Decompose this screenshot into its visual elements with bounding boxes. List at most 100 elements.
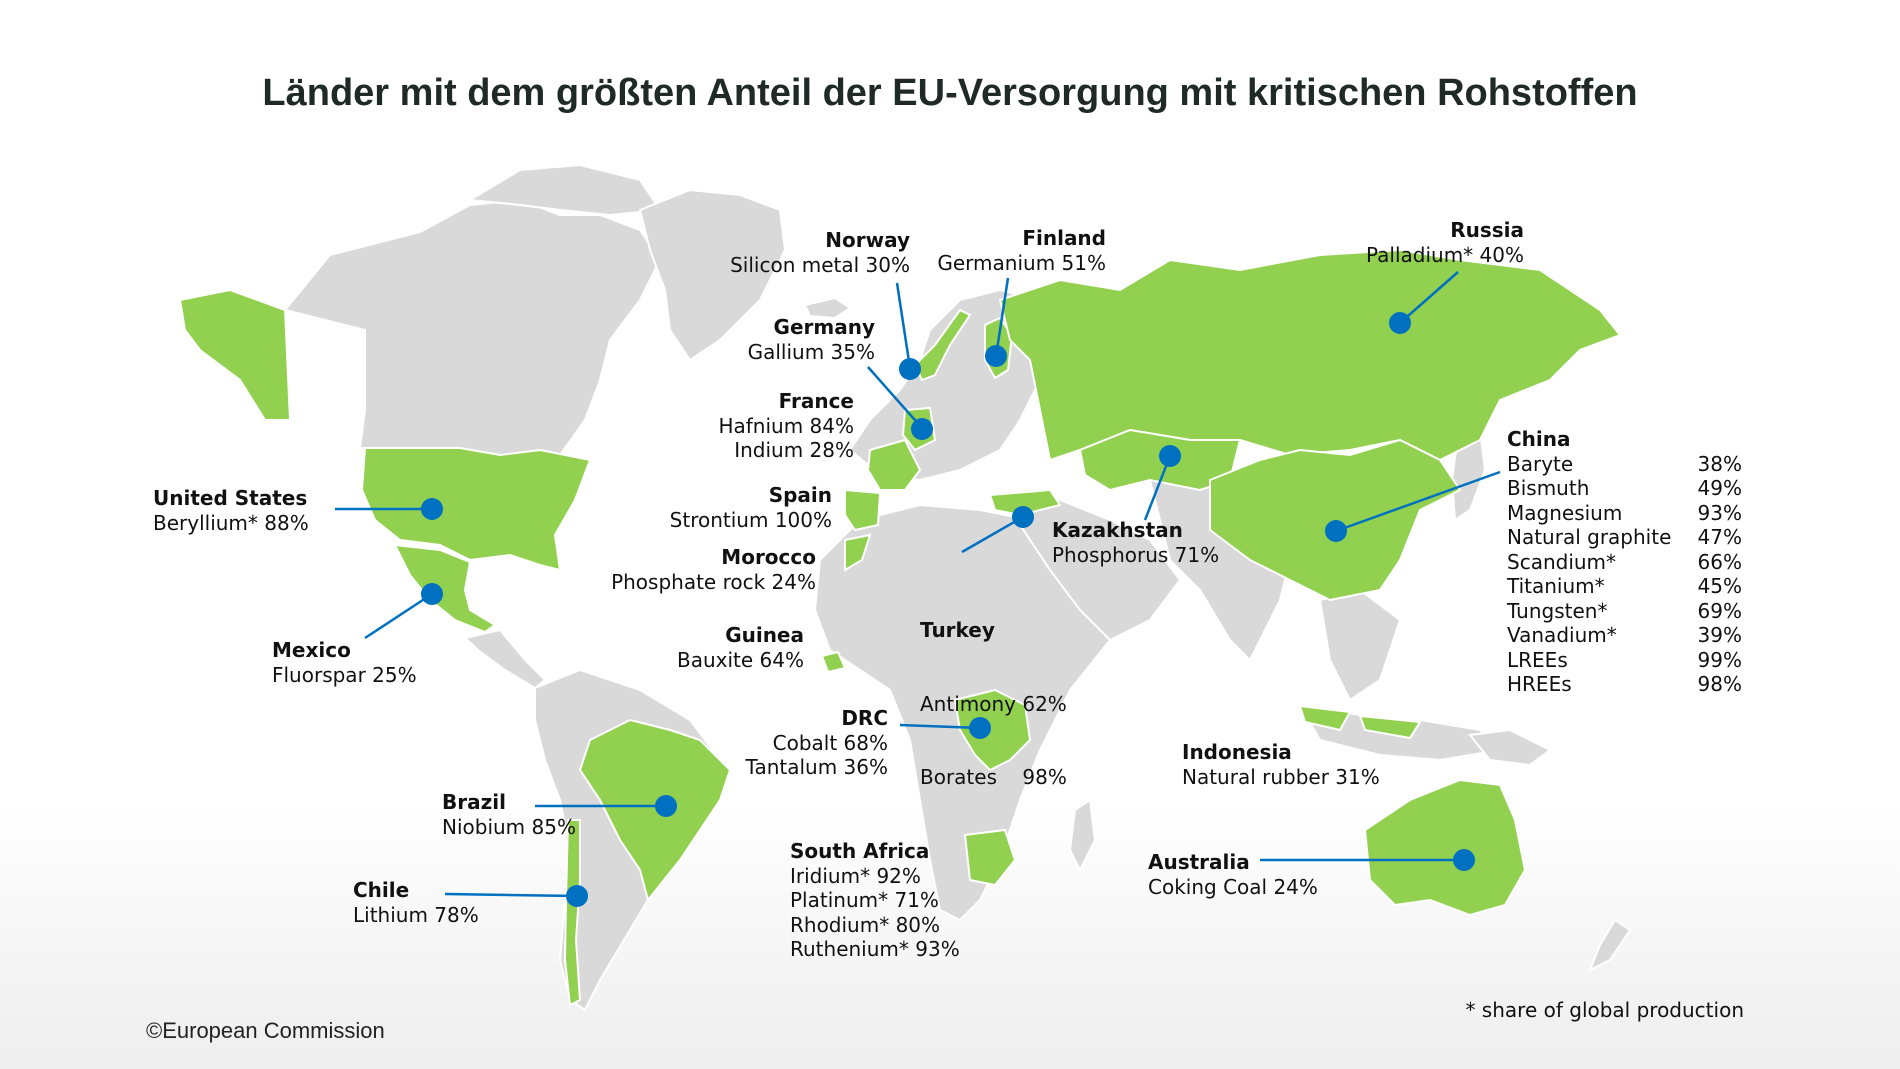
indonesia-shape: [1298, 704, 1422, 740]
material-name: Baryte: [1507, 451, 1574, 476]
label-south-africa: South Africa Iridium* 92% Platinum* 71% …: [790, 839, 960, 962]
material-line: Silicon metal 30%: [730, 252, 910, 277]
material-line: Cobalt 68%: [772, 730, 888, 755]
material-line: Gallium 35%: [747, 339, 875, 364]
country-name: Indonesia: [1182, 740, 1292, 764]
material-line: Natural rubber 31%: [1182, 764, 1380, 789]
label-turkey: Turkey Antimony 62% Borates 98%: [920, 569, 1067, 814]
country-name: DRC: [841, 706, 888, 730]
material-name: LREEs: [1507, 647, 1568, 672]
material-value: 98%: [1697, 672, 1742, 696]
label-france: France Hafnium 84% Indium 28%: [718, 389, 854, 463]
material-line: Tantalum 36%: [745, 755, 888, 779]
material-line: Iridium* 92%: [790, 863, 921, 888]
china-shape: [1209, 438, 1462, 602]
chile-shape: [563, 819, 582, 1007]
material-line: Platinum* 71%: [790, 888, 939, 912]
material-line: Antimony 62%: [920, 691, 1067, 716]
country-name: Finland: [1022, 226, 1106, 250]
country-name: South Africa: [790, 839, 930, 863]
country-name: Kazakhstan: [1052, 518, 1183, 542]
germany-marker: [911, 418, 933, 440]
brazil-shape: [578, 718, 732, 903]
country-name: China: [1507, 427, 1571, 451]
iceland-landmass: [803, 296, 852, 320]
material-line: Fluorspar 25%: [272, 662, 417, 687]
label-mexico: Mexico Fluorspar 25%: [272, 638, 417, 687]
china-leader: [1335, 470, 1501, 533]
new-zealand: [1588, 918, 1632, 973]
material-value: 69%: [1697, 598, 1742, 623]
label-united-states: United States Beryllium* 88%: [153, 486, 309, 535]
material-line: Palladium* 40%: [1365, 242, 1524, 267]
norway-shape: [913, 308, 972, 382]
material-line: Hafnium 84%: [718, 413, 854, 438]
guinea-shape: [820, 650, 847, 674]
material-line: Borates 98%: [920, 765, 1067, 789]
material-value: 66%: [1697, 549, 1742, 574]
label-chile: Chile Lithium 78%: [353, 878, 479, 927]
label-germany: Germany Gallium 35%: [748, 315, 875, 364]
material-value: 49%: [1697, 476, 1742, 500]
new-guinea: [1468, 728, 1552, 767]
material-line: Niobium 85%: [442, 814, 576, 839]
turkey-marker: [1012, 506, 1034, 528]
australia-marker: [1453, 849, 1475, 871]
material-value: 45%: [1697, 574, 1742, 598]
material-line: Ruthenium* 93%: [790, 937, 960, 961]
australia-shape: [1363, 778, 1527, 917]
chile-marker: [566, 885, 588, 907]
greenland-landmass: [638, 188, 787, 362]
material-name: Scandium*: [1507, 549, 1617, 574]
finland-marker: [985, 345, 1007, 367]
central-america: [462, 628, 547, 690]
spain-shape: [844, 488, 882, 532]
china-material-row: Tungsten* 69%: [1507, 599, 1742, 624]
footnote: * share of global production: [1465, 998, 1744, 1022]
china-material-row: LREEs 99%: [1507, 648, 1742, 673]
country-name: Russia: [1450, 218, 1524, 242]
mexico-marker: [421, 583, 443, 605]
country-name: Australia: [1148, 850, 1250, 874]
brazil-marker: [655, 795, 677, 817]
country-name: United States: [153, 486, 308, 510]
middle-east-landmass: [1008, 498, 1182, 642]
label-guinea: Guinea Bauxite 64%: [677, 623, 804, 672]
label-china: China Baryte 38% Bismuth 49% Magnesium 93% …: [1507, 427, 1742, 697]
copyright: ©European Commission: [146, 1018, 385, 1043]
country-name: Spain: [768, 483, 832, 507]
material-line: Indium 28%: [734, 438, 854, 462]
norway-marker: [899, 358, 921, 380]
material-value: 93%: [1697, 500, 1742, 525]
morocco-shape: [844, 533, 872, 572]
material-line: Phosphate rock 24%: [611, 569, 816, 594]
southeast-asia-landmass: [1318, 588, 1402, 702]
label-indonesia: Indonesia Natural rubber 31%: [1182, 740, 1380, 789]
page-title: Länder mit dem größten Anteil der EU-Ver…: [262, 72, 1638, 114]
drc-leader: [899, 723, 981, 730]
kazakhstan-leader: [1143, 455, 1172, 521]
china-marker: [1325, 520, 1347, 542]
turkey-leader: [961, 515, 1024, 554]
china-material-row: Natural graphite 47%: [1507, 525, 1742, 550]
material-name: Titanium*: [1507, 574, 1605, 598]
material-name: Natural graphite: [1507, 525, 1672, 549]
country-name: Turkey: [920, 618, 995, 642]
material-line: Beryllium* 88%: [153, 510, 309, 535]
kazakhstan-marker: [1159, 445, 1181, 467]
material-value: 39%: [1697, 623, 1742, 647]
country-name: Brazil: [442, 790, 506, 814]
canada-landmass: [283, 198, 662, 462]
alaska-shape: [178, 288, 292, 421]
russia-leader: [1399, 271, 1459, 324]
label-drc: DRC Cobalt 68% Tantalum 36%: [746, 706, 888, 780]
label-norway: Norway Silicon metal 30%: [730, 228, 910, 277]
country-name: Morocco: [721, 545, 816, 569]
material-line: Germanium 51%: [937, 250, 1106, 275]
country-name: Guinea: [725, 623, 804, 647]
country-name: Mexico: [272, 638, 351, 662]
drc-shape: [953, 688, 1032, 772]
material-value: 38%: [1697, 451, 1742, 476]
material-line: Strontium 100%: [669, 507, 832, 532]
